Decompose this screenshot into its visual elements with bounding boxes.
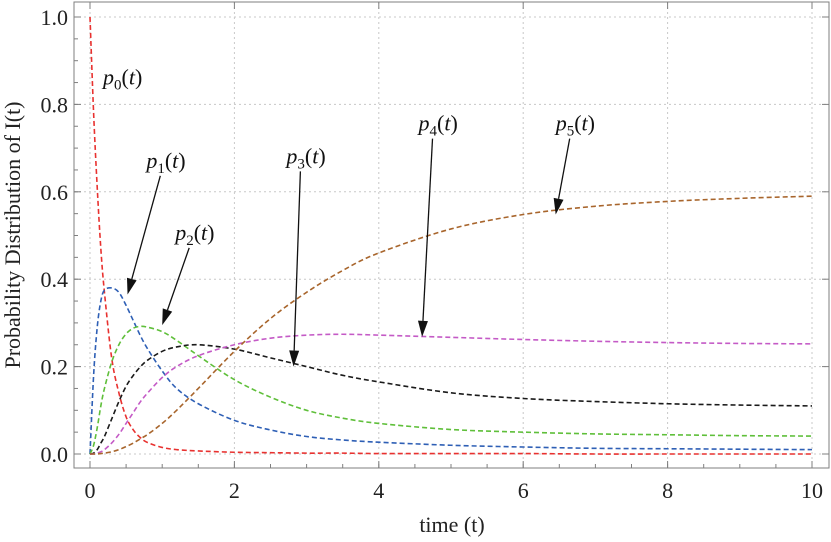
series-line-p5: [89, 195, 813, 455]
series-label-p1: p1(t): [144, 148, 185, 177]
x-tick-label: 4: [373, 478, 384, 503]
series-label-p2: p2(t): [173, 220, 214, 249]
annotation-arrow-shaft: [293, 171, 302, 351]
y-axis-title: Probability Distribution of I(t): [0, 101, 25, 368]
grid: [74, 2, 829, 468]
y-tick-label: 0.4: [41, 267, 69, 292]
annotation-arrow-shaft: [131, 175, 161, 280]
y-tick-label: 0.8: [41, 92, 69, 117]
x-tick-label: 6: [518, 478, 529, 503]
annotation-arrow-head: [289, 350, 300, 367]
ticks: 0 2 4 6 8 10 0.0 0.2 0.4 0.6 0.8 1.0: [41, 2, 829, 503]
annotation-arrow-head: [417, 320, 428, 337]
y-tick-label: 0.0: [41, 442, 69, 467]
annotation-arrow-head: [162, 308, 173, 326]
series-lines: [89, 16, 813, 455]
series-line-p4: [89, 333, 813, 455]
y-tick-label: 0.6: [41, 180, 69, 205]
series-label-p0: p0(t): [101, 65, 142, 94]
series-line-p2: [89, 325, 813, 455]
annotation-arrow-head: [553, 197, 564, 215]
annotation-arrow-shaft: [166, 247, 190, 311]
annotation-arrow-shaft: [422, 138, 434, 321]
series-label-p4: p4(t): [417, 111, 458, 140]
series-line-p3: [89, 343, 813, 455]
x-tick-label: 0: [85, 478, 96, 503]
annotation-arrow-shaft: [557, 138, 571, 199]
x-tick-label: 2: [229, 478, 240, 503]
annotation-arrow-head: [126, 277, 137, 295]
series-label-p3: p3(t): [284, 143, 325, 172]
y-tick-label: 1.0: [41, 5, 69, 30]
series-line-p1: [89, 287, 813, 455]
x-tick-label: 10: [801, 478, 823, 503]
x-tick-label: 8: [662, 478, 673, 503]
y-tick-label: 0.2: [41, 355, 69, 380]
series-label-p5: p5(t): [554, 111, 595, 140]
series-annotations: p0(t) p1(t) p2(t) p3(t) p4(t) p5(t): [101, 65, 595, 367]
x-axis-title: time (t): [419, 512, 484, 537]
